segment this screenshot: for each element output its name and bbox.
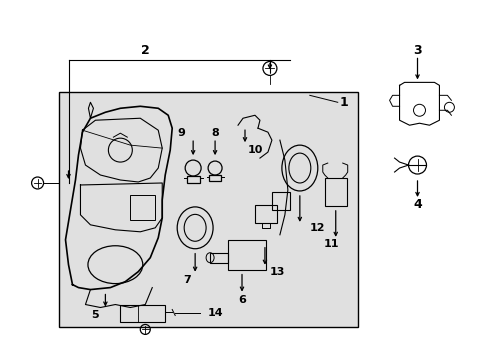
Bar: [227, 240, 265, 270]
Text: 9: 9: [177, 128, 185, 138]
Text: 5: 5: [91, 310, 99, 320]
Text: 6: 6: [238, 294, 245, 305]
Bar: [120, 305, 165, 323]
Text: 1: 1: [339, 96, 348, 109]
Text: 8: 8: [211, 128, 219, 138]
Bar: [209, 175, 220, 181]
Text: 14: 14: [208, 309, 224, 319]
Text: 4: 4: [412, 198, 421, 211]
Text: 10: 10: [247, 145, 263, 155]
Text: 3: 3: [412, 44, 421, 57]
Text: 2: 2: [141, 44, 149, 57]
Text: 13: 13: [269, 267, 285, 276]
Bar: [271, 192, 289, 210]
Bar: [324, 178, 346, 206]
Bar: [59, 92, 357, 328]
Text: 12: 12: [309, 223, 325, 233]
Bar: [254, 205, 276, 223]
Text: 7: 7: [183, 275, 191, 285]
Bar: [210, 253, 227, 263]
Bar: [186, 176, 199, 183]
Text: 11: 11: [324, 239, 339, 249]
Bar: [130, 195, 155, 220]
